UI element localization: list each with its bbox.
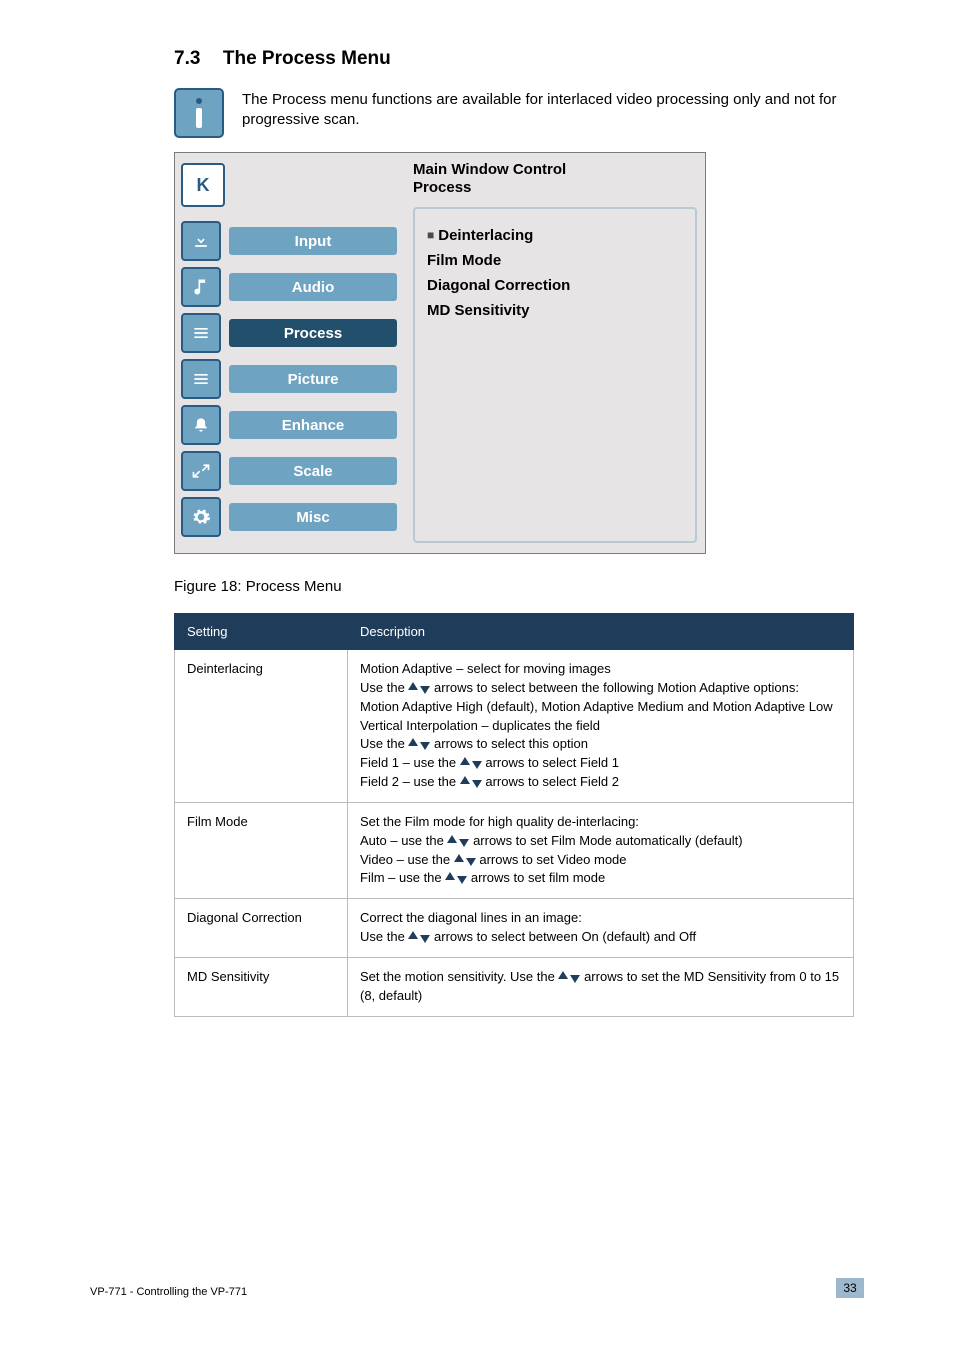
section-heading: 7.3 The Process Menu — [174, 48, 864, 70]
gear-icon — [181, 497, 221, 537]
sidebar-item-process[interactable]: Process — [181, 313, 397, 353]
section-title: The Process Menu — [223, 48, 391, 69]
sidebar-item-misc[interactable]: Misc — [181, 497, 397, 537]
setting-description: Correct the diagonal lines in an image:U… — [348, 899, 854, 958]
sidebar-button-enhance[interactable]: Enhance — [229, 411, 397, 439]
sidebar-item-scale[interactable]: Scale — [181, 451, 397, 491]
setting-label: Deinterlacing — [175, 650, 348, 803]
sidebar-item-picture[interactable]: Picture — [181, 359, 397, 399]
panel-item-deinterlacing[interactable]: Deinterlacing — [425, 223, 685, 248]
table-row: Diagonal CorrectionCorrect the diagonal … — [175, 899, 854, 958]
panel-item-md-sensitivity[interactable]: MD Sensitivity — [425, 298, 685, 323]
sidebar-button-process[interactable]: Process — [229, 319, 397, 347]
setting-description: Motion Adaptive – select for moving imag… — [348, 650, 854, 803]
section-number: 7.3 — [174, 48, 200, 69]
sidebar-button-scale[interactable]: Scale — [229, 457, 397, 485]
stack-icon — [181, 359, 221, 399]
table-row: Film ModeSet the Film mode for high qual… — [175, 802, 854, 898]
resize-icon — [181, 451, 221, 491]
osd-screenshot: K Input Audio Process Picture Enhance Scale Mi… — [174, 152, 706, 554]
table-row: DeinterlacingMotion Adaptive – select fo… — [175, 650, 854, 803]
setting-label: Diagonal Correction — [175, 899, 348, 958]
panel-item-film-mode[interactable]: Film Mode — [425, 248, 685, 273]
osd-title-line2: Process — [413, 179, 471, 196]
osd-main: Main Window Control Process Deinterlacin… — [403, 153, 705, 553]
table-row: MD SensitivitySet the motion sensitivity… — [175, 957, 854, 1016]
footer-text: VP-771 - Controlling the VP-771 — [90, 1286, 836, 1298]
note-icon — [181, 267, 221, 307]
sidebar-item-enhance[interactable]: Enhance — [181, 405, 397, 445]
sidebar-item-audio[interactable]: Audio — [181, 267, 397, 307]
panel-item-diagonal-correction[interactable]: Diagonal Correction — [425, 273, 685, 298]
info-icon — [174, 88, 224, 138]
osd-title: Main Window Control Process — [413, 161, 697, 197]
column-header-setting: Setting — [175, 614, 348, 650]
setting-label: Film Mode — [175, 802, 348, 898]
setting-label: MD Sensitivity — [175, 957, 348, 1016]
setting-description: Set the Film mode for high quality de-in… — [348, 802, 854, 898]
sidebar-button-input[interactable]: Input — [229, 227, 397, 255]
stack-icon — [181, 313, 221, 353]
sidebar-button-audio[interactable]: Audio — [229, 273, 397, 301]
setting-description: Set the motion sensitivity. Use the arro… — [348, 957, 854, 1016]
process-settings-table: Setting Description DeinterlacingMotion … — [174, 613, 854, 1017]
column-header-description: Description — [348, 614, 854, 650]
sidebar-item-input[interactable]: Input — [181, 221, 397, 261]
sidebar-button-picture[interactable]: Picture — [229, 365, 397, 393]
page-number: 33 — [836, 1278, 864, 1298]
osd-panel: DeinterlacingFilm ModeDiagonal Correctio… — [413, 207, 697, 543]
info-note: The Process menu functions are available… — [174, 88, 864, 138]
download-icon — [181, 221, 221, 261]
info-text: The Process menu functions are available… — [242, 88, 864, 131]
kramer-logo: K — [181, 163, 225, 207]
sidebar-button-misc[interactable]: Misc — [229, 503, 397, 531]
osd-title-line1: Main Window Control — [413, 161, 566, 178]
figure-caption: Figure 18: Process Menu — [174, 578, 864, 595]
page-footer: VP-771 - Controlling the VP-771 33 — [90, 1278, 864, 1298]
bell-icon — [181, 405, 221, 445]
kramer-logo-glyph: K — [197, 175, 210, 196]
osd-sidebar: K Input Audio Process Picture Enhance Scale Mi… — [175, 153, 403, 553]
